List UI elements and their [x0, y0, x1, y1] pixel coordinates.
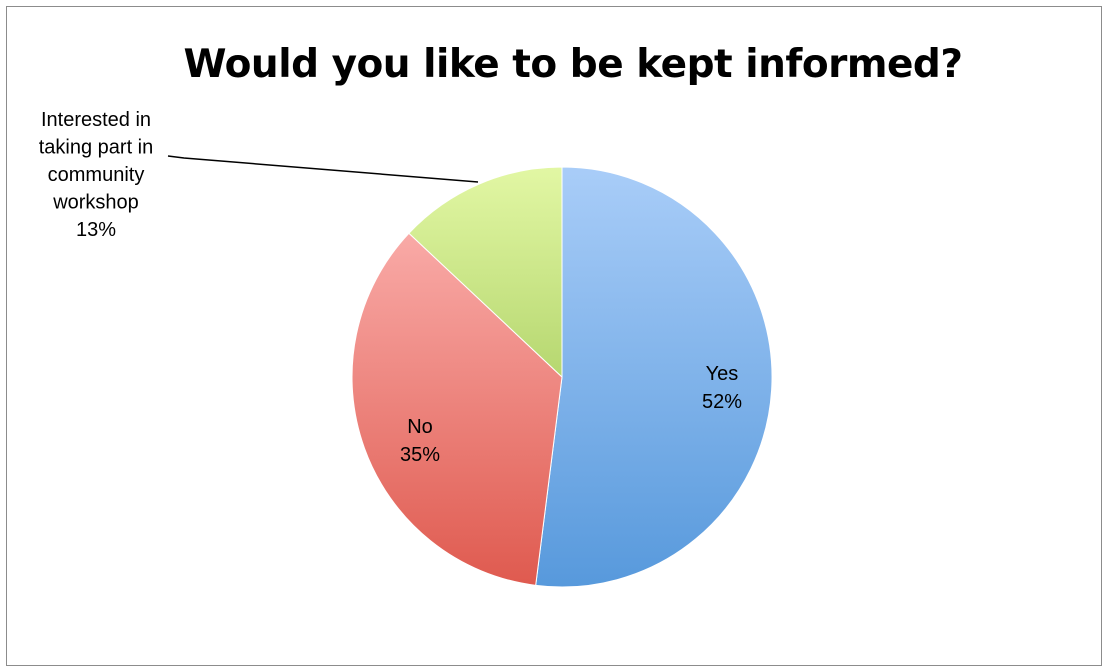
- pie-slice-workshop: [408, 166, 563, 379]
- slice-label-line: 52%: [702, 391, 742, 413]
- slice-label-line: taking part in: [39, 137, 154, 159]
- slice-label-line: 13%: [76, 219, 116, 241]
- pie-slice-no: [351, 232, 563, 586]
- slice-label-no: No 35%: [400, 416, 440, 466]
- slice-label-workshop: Interested in taking part in community work…: [39, 109, 154, 241]
- pie-labels: Yes 52% No 35% Interested in taking part in co…: [39, 109, 742, 466]
- pie-slices: [351, 166, 773, 588]
- pie-slice-yes: [535, 166, 773, 588]
- slice-label-line: No: [407, 416, 433, 438]
- slice-label-yes: Yes 52%: [702, 363, 742, 413]
- slice-label-line: Interested in: [41, 109, 151, 131]
- slice-label-line: community: [48, 164, 145, 186]
- chart-title: Would you like to be kept informed?: [183, 42, 963, 87]
- slice-label-line: 35%: [400, 444, 440, 466]
- pie-chart: Yes 52% No 35% Interested in taking part in co…: [39, 109, 773, 588]
- slice-label-line: Yes: [706, 363, 739, 385]
- slice-label-line: workshop: [52, 192, 139, 214]
- leader-line-workshop: [167, 155, 479, 183]
